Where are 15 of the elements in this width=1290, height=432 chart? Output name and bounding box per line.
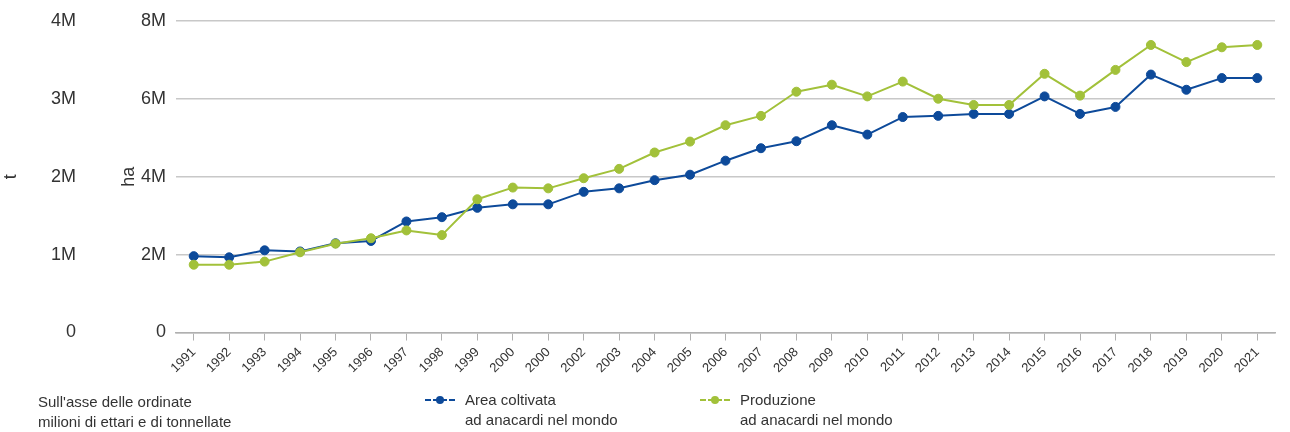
y2-tick-label: 2M [50,165,76,186]
y-tick-label: 6M [140,87,166,108]
text: Sull'asse delle ordinate milioni di ettari e di tonnellate [38,392,233,432]
y-tick-label: 8M [140,9,166,30]
y2-tick-label: 4M [50,9,76,30]
y-tick-label: 2M [140,243,166,264]
y-tick-label: 4M [140,165,166,186]
y-tick-label: 0 [155,321,166,342]
legend-label: Area coltivata ad anacardi nel mondo [465,390,619,430]
legend-label: Produzione ad anacardi nel mondo [740,390,894,430]
y2-tick-label: 1M [50,243,76,264]
y2-tick-label: 3M [50,87,76,108]
y2-axis-title: t [0,174,20,180]
y2-tick-label: 0 [65,321,76,342]
y-axis-title: ha [117,165,138,187]
